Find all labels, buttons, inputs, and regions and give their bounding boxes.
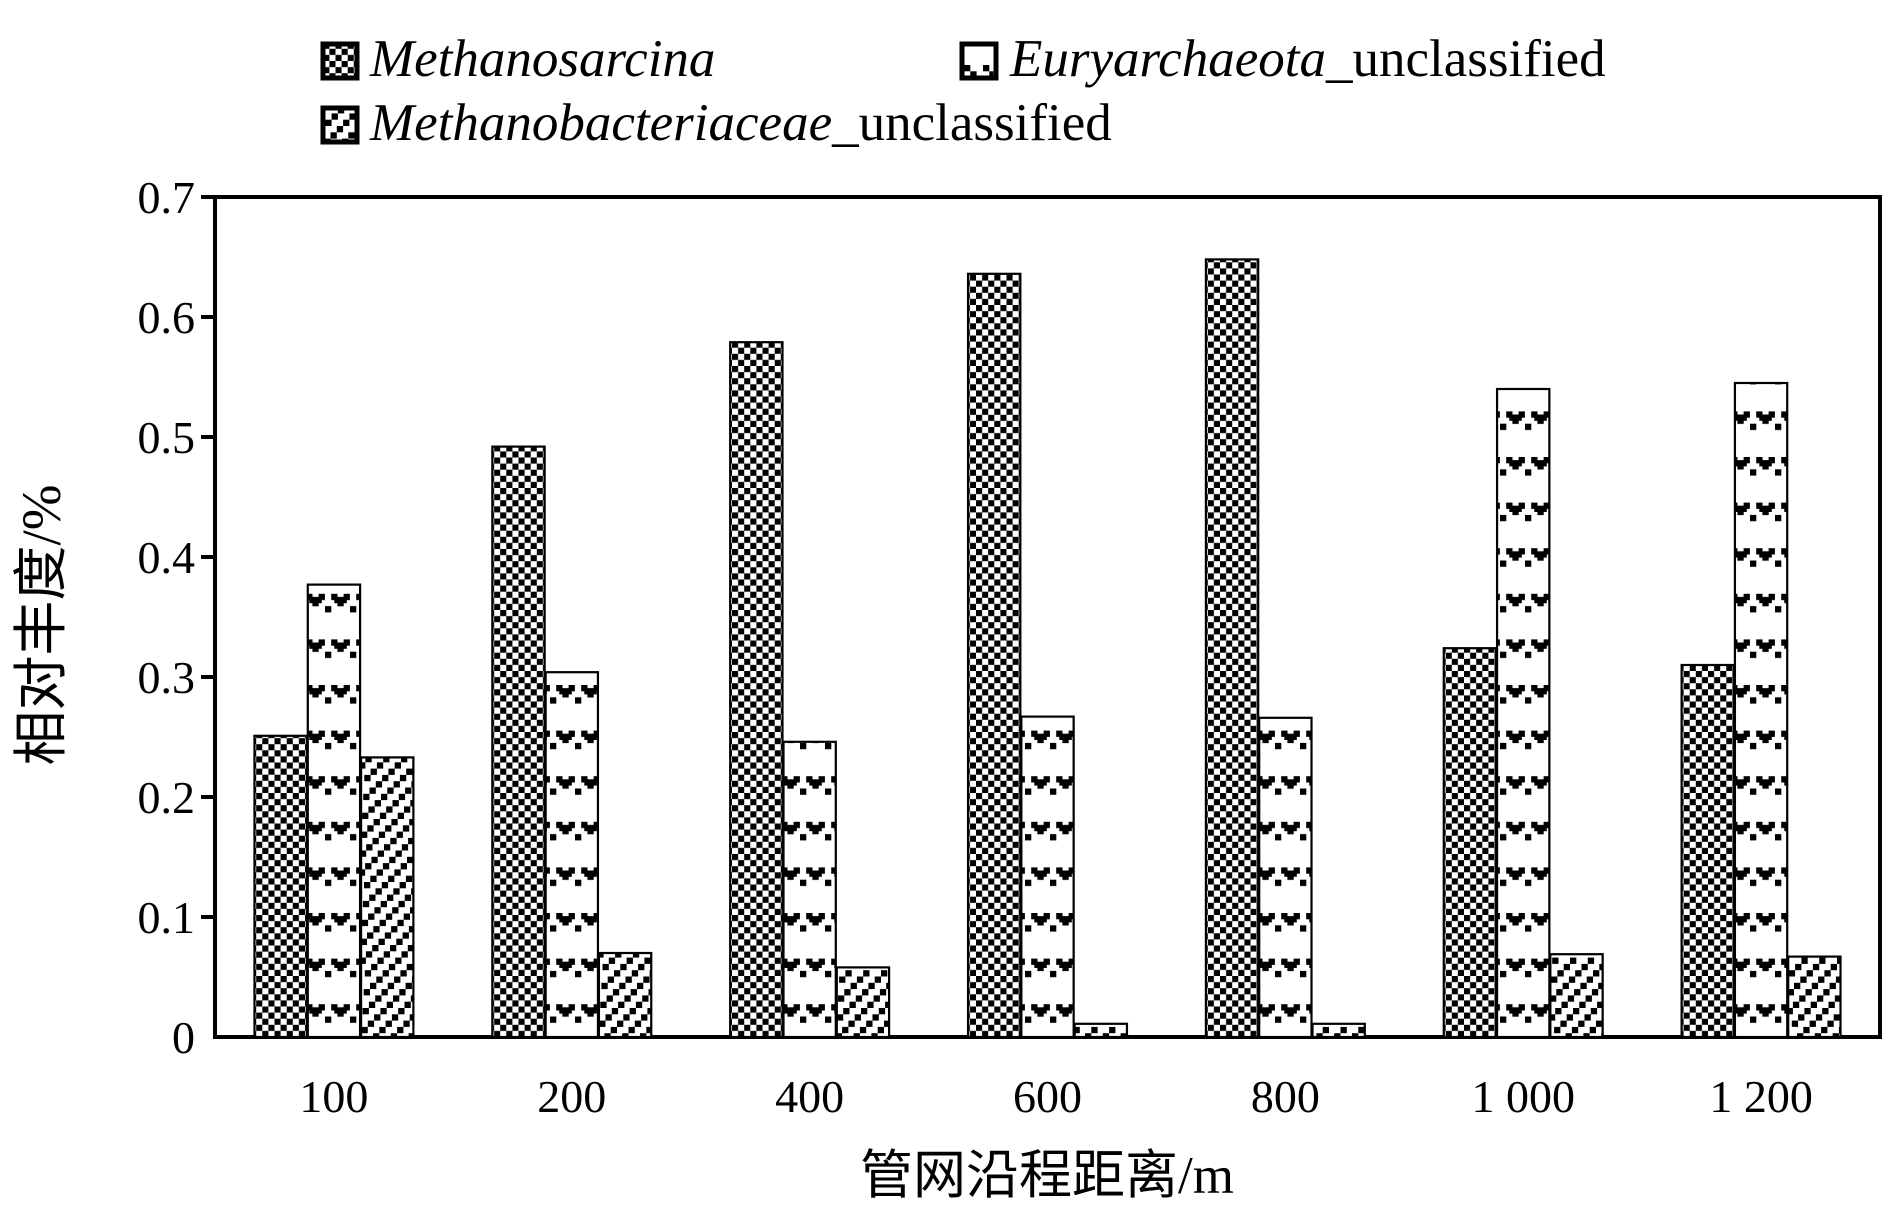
svg-text:100: 100: [299, 1071, 368, 1122]
svg-text:0.6: 0.6: [138, 292, 196, 343]
svg-text:0.1: 0.1: [138, 892, 196, 943]
svg-text:Methanobacteriaceae_unclassifi: Methanobacteriaceae_unclassified: [369, 94, 1112, 152]
svg-text:相对丰度/%: 相对丰度/%: [11, 484, 72, 765]
svg-text:200: 200: [537, 1071, 606, 1122]
svg-text:0.3: 0.3: [138, 652, 196, 703]
svg-text:800: 800: [1251, 1071, 1320, 1122]
svg-text:1 200: 1 200: [1709, 1071, 1813, 1122]
svg-text:400: 400: [775, 1071, 844, 1122]
svg-text:600: 600: [1013, 1071, 1082, 1122]
svg-text:1 000: 1 000: [1471, 1071, 1575, 1122]
svg-text:管网沿程距离/m: 管网沿程距离/m: [860, 1147, 1234, 1205]
svg-text:Euryarchaeota_unclassified: Euryarchaeota_unclassified: [1009, 30, 1606, 88]
svg-text:0.4: 0.4: [138, 532, 196, 583]
svg-text:0: 0: [172, 1012, 195, 1063]
svg-text:0.7: 0.7: [138, 172, 196, 223]
svg-text:0.2: 0.2: [138, 772, 196, 823]
svg-text:0.5: 0.5: [138, 412, 196, 463]
svg-text:Methanosarcina: Methanosarcina: [369, 30, 715, 88]
